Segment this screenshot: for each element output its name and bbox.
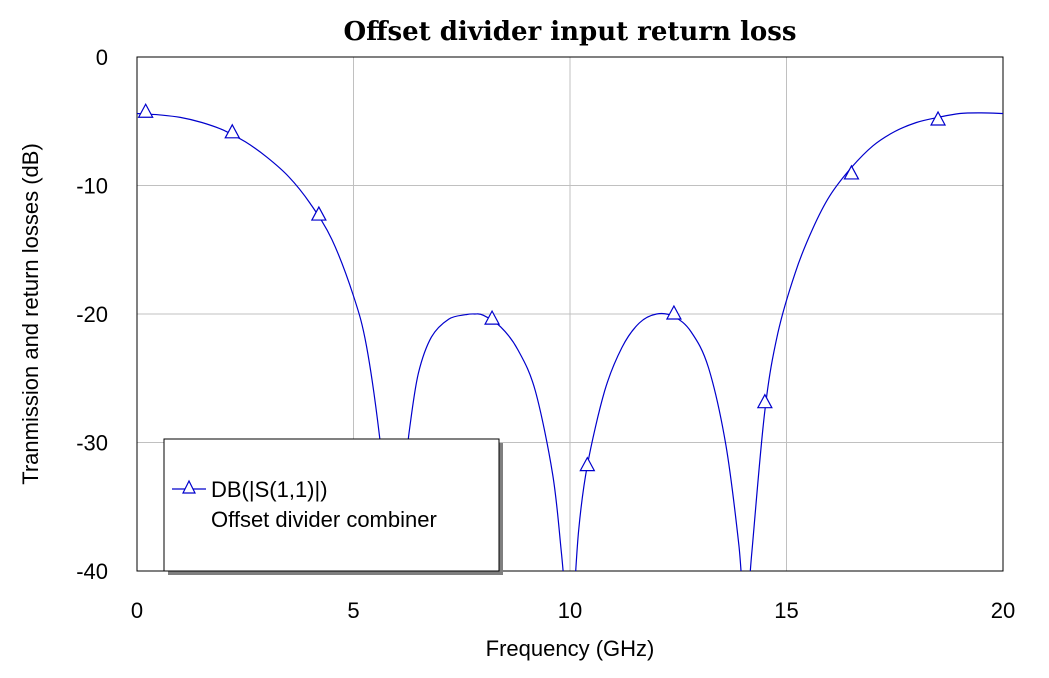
- series-line-s11: [137, 112, 1003, 571]
- series-marker-triangle: [756, 393, 773, 409]
- series-marker-triangle: [843, 164, 860, 180]
- y-axis-label: Tranmission and return losses (dB): [18, 143, 43, 485]
- x-tick-label: 15: [774, 598, 798, 623]
- series-marker-triangle: [930, 110, 947, 126]
- x-tick-label: 5: [347, 598, 359, 623]
- y-tick-label: -20: [76, 302, 108, 327]
- y-tick-label: -40: [76, 559, 108, 584]
- series-marker-triangle: [665, 304, 682, 320]
- y-tick-label: -30: [76, 431, 108, 456]
- y-tick-label: 0: [96, 45, 108, 70]
- x-tick-label: 0: [131, 598, 143, 623]
- legend-series-name: DB(|S(1,1)|): [211, 477, 328, 502]
- series-marker-triangle: [310, 205, 327, 221]
- series-marker-triangle: [579, 456, 596, 472]
- grid-lines: [137, 57, 1003, 571]
- legend-triangle-marker: [182, 479, 196, 494]
- x-tick-labels: 0 5 10 15 20: [131, 598, 1015, 623]
- series-marker-triangle: [484, 309, 501, 325]
- legend-series-subtitle: Offset divider combiner: [211, 507, 437, 532]
- legend: DB(|S(1,1)|) Offset divider combiner: [163, 438, 503, 575]
- series-markers: [137, 102, 947, 472]
- y-tick-labels: 0 -10 -20 -30 -40: [76, 45, 108, 584]
- x-tick-label: 20: [991, 598, 1015, 623]
- plot-frame: [136, 56, 1004, 572]
- y-tick-label: -10: [76, 174, 108, 199]
- x-axis-label: Frequency (GHz): [486, 636, 655, 661]
- chart-title: Offset divider input return loss: [344, 17, 797, 47]
- legend-box: [163, 438, 500, 572]
- x-tick-label: 10: [558, 598, 582, 623]
- series-marker-triangle: [137, 102, 154, 118]
- series-marker-triangle: [224, 123, 241, 139]
